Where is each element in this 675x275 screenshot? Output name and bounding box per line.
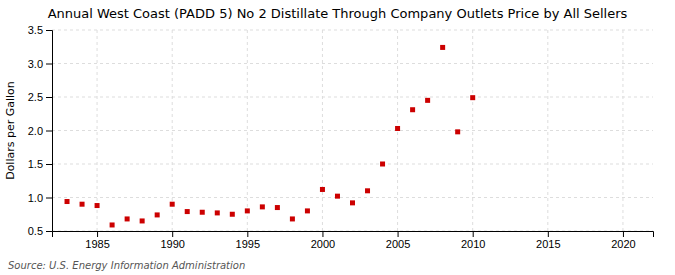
y-axis-tick: 1.0 xyxy=(28,192,52,204)
y-axis-tick-mark xyxy=(46,30,52,31)
point xyxy=(95,203,100,208)
y-axis-tick-mark xyxy=(46,164,52,165)
chart-svg: 1985 1990 1995 2000 2005 2010 2015 2020 0.5 1.0 1.… xyxy=(0,0,675,275)
y-axis: 0.5 1.0 1.5 2.0 2.5 3.0 3.5 xyxy=(28,24,53,237)
point xyxy=(275,205,280,210)
point xyxy=(140,218,145,223)
y-axis-tick: 2.5 xyxy=(28,91,52,103)
point xyxy=(320,187,325,192)
y-axis-line xyxy=(46,31,53,232)
grid-line-y xyxy=(52,164,653,165)
x-axis-tick-label: 1990 xyxy=(160,238,184,250)
y-axis-tick-mark xyxy=(46,198,52,199)
x-axis-tick-label: 2010 xyxy=(461,238,485,250)
x-axis: 1985 1990 1995 2000 2005 2010 2015 2020 xyxy=(53,231,654,250)
x-axis-tick-mark xyxy=(398,231,399,237)
annotation: Source: U.S. Energy Information Administ… xyxy=(8,260,245,271)
point xyxy=(455,129,460,134)
grid-line-y xyxy=(52,30,653,31)
points xyxy=(65,45,476,228)
y-axis-tick-label: 1.5 xyxy=(28,158,43,170)
point xyxy=(440,45,445,50)
point xyxy=(125,216,130,221)
point xyxy=(395,126,400,131)
y-axis-tick-label: 0.5 xyxy=(28,225,43,237)
title: Annual West Coast (PADD 5) No 2 Distilla… xyxy=(48,6,628,21)
x-axis-tick-label: 2020 xyxy=(611,238,635,250)
y-axis-tick: 3.5 xyxy=(28,24,52,36)
x-axis-tick-label: 2005 xyxy=(386,238,410,250)
point xyxy=(65,199,70,204)
plot-area: 1985 1990 1995 2000 2005 2010 2015 2020 0.5 1.0 1.… xyxy=(28,24,654,250)
x-axis-tick: 2020 xyxy=(611,231,635,250)
y-axis-tick-mark xyxy=(46,64,52,65)
point xyxy=(230,212,235,217)
x-axis-tick: 2000 xyxy=(311,231,335,250)
point xyxy=(365,188,370,193)
y-axis-tick: 3.0 xyxy=(28,58,52,70)
x-axis-tick-mark xyxy=(548,231,549,237)
x-axis-tick: 1990 xyxy=(160,231,184,250)
x-axis-tick-mark xyxy=(172,231,173,237)
y-axis-tick-mark xyxy=(46,97,52,98)
y-axis-tick-mark xyxy=(46,131,52,132)
chart-container: 1985 1990 1995 2000 2005 2010 2015 2020 0.5 1.0 1.… xyxy=(0,0,675,275)
point xyxy=(80,202,85,207)
x-axis-tick: 2010 xyxy=(461,231,485,250)
x-axis-tick-mark xyxy=(322,231,323,237)
x-axis-tick-mark xyxy=(623,231,624,237)
grid-line-y xyxy=(52,63,653,64)
x-axis-tick: 1995 xyxy=(236,231,260,250)
x-axis-tick: 2005 xyxy=(386,231,410,250)
y-axis-tick-mark xyxy=(46,231,52,232)
grid-line-y xyxy=(52,130,653,131)
point xyxy=(470,95,475,100)
point xyxy=(425,98,430,103)
point xyxy=(245,208,250,213)
point xyxy=(335,194,340,199)
point xyxy=(350,200,355,205)
x-axis-tick-label: 1985 xyxy=(85,238,109,250)
y-axis-tick-label: 2.5 xyxy=(28,91,43,103)
grid xyxy=(52,30,653,231)
y-axis-tick: 0.5 xyxy=(28,225,52,237)
x-axis-tick-label: 1995 xyxy=(236,238,260,250)
point xyxy=(155,212,160,217)
x-axis-tick: 2015 xyxy=(536,231,560,250)
x-axis-tick-mark xyxy=(247,231,248,237)
x-axis-tick-label: 2015 xyxy=(536,238,560,250)
y-axis-tick-label: 3.5 xyxy=(28,24,43,36)
point xyxy=(305,208,310,213)
y-axis-tick-label: 3.0 xyxy=(28,58,43,70)
x-axis-tick-label: 2000 xyxy=(311,238,335,250)
x-axis-tick-mark xyxy=(473,231,474,237)
grid-line-y xyxy=(52,97,653,98)
point xyxy=(185,209,190,214)
point xyxy=(290,216,295,221)
x-axis-tick: 1985 xyxy=(85,231,109,250)
point xyxy=(170,202,175,207)
point xyxy=(110,222,115,227)
point xyxy=(260,204,265,209)
y-axis-tick: 1.5 xyxy=(28,158,52,170)
y-axis-title: Dollars per Gallon xyxy=(4,81,17,180)
x-axis-line xyxy=(53,232,654,238)
y-axis-tick-label: 1.0 xyxy=(28,192,43,204)
y-axis-tick: 2.0 xyxy=(28,125,52,137)
grid-line-y xyxy=(52,197,653,198)
grid-line-x xyxy=(547,30,548,231)
point xyxy=(200,210,205,215)
point xyxy=(215,210,220,215)
point xyxy=(380,162,385,167)
point xyxy=(410,107,415,112)
y-axis-tick-label: 2.0 xyxy=(28,125,43,137)
x-axis-tick-mark xyxy=(97,231,98,237)
